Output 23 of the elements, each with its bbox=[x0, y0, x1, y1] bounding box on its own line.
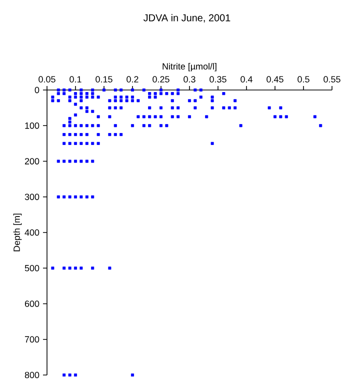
y-axis-title: Depth [m] bbox=[13, 214, 22, 252]
x-tick-label: 0.1 bbox=[70, 76, 82, 82]
y-tick-label: 700 bbox=[24, 336, 40, 343]
y-tick-label: 500 bbox=[24, 264, 40, 272]
x-tick-label: 0.5 bbox=[298, 76, 310, 82]
x-tick-label: 0.45 bbox=[266, 76, 284, 82]
chart-title: JDVA in June, 2001 bbox=[143, 14, 230, 23]
y-tick-label: 400 bbox=[24, 229, 40, 236]
y-tick-label: 0 bbox=[34, 86, 40, 94]
y-tick-label: 200 bbox=[24, 158, 40, 164]
y-tick-label: 800 bbox=[24, 372, 40, 378]
x-tick-label: 0.4 bbox=[240, 76, 252, 82]
x-tick-label: 0.3 bbox=[184, 76, 196, 82]
y-tick-label: 600 bbox=[24, 300, 40, 307]
x-tick-label: 0.2 bbox=[126, 76, 138, 82]
x-tick-label: 0.35 bbox=[210, 76, 226, 82]
x-axis-title: Nitrite [µmol/l] bbox=[162, 62, 216, 72]
y-tick-label: 100 bbox=[25, 122, 40, 129]
x-tick-label: 0.15 bbox=[96, 76, 112, 82]
x-tick-label: 0.55 bbox=[324, 76, 340, 82]
x-tick-label: 0.05 bbox=[38, 76, 56, 82]
y-tick-label: 300 bbox=[24, 194, 40, 200]
x-tick-label: 0.25 bbox=[152, 76, 170, 82]
